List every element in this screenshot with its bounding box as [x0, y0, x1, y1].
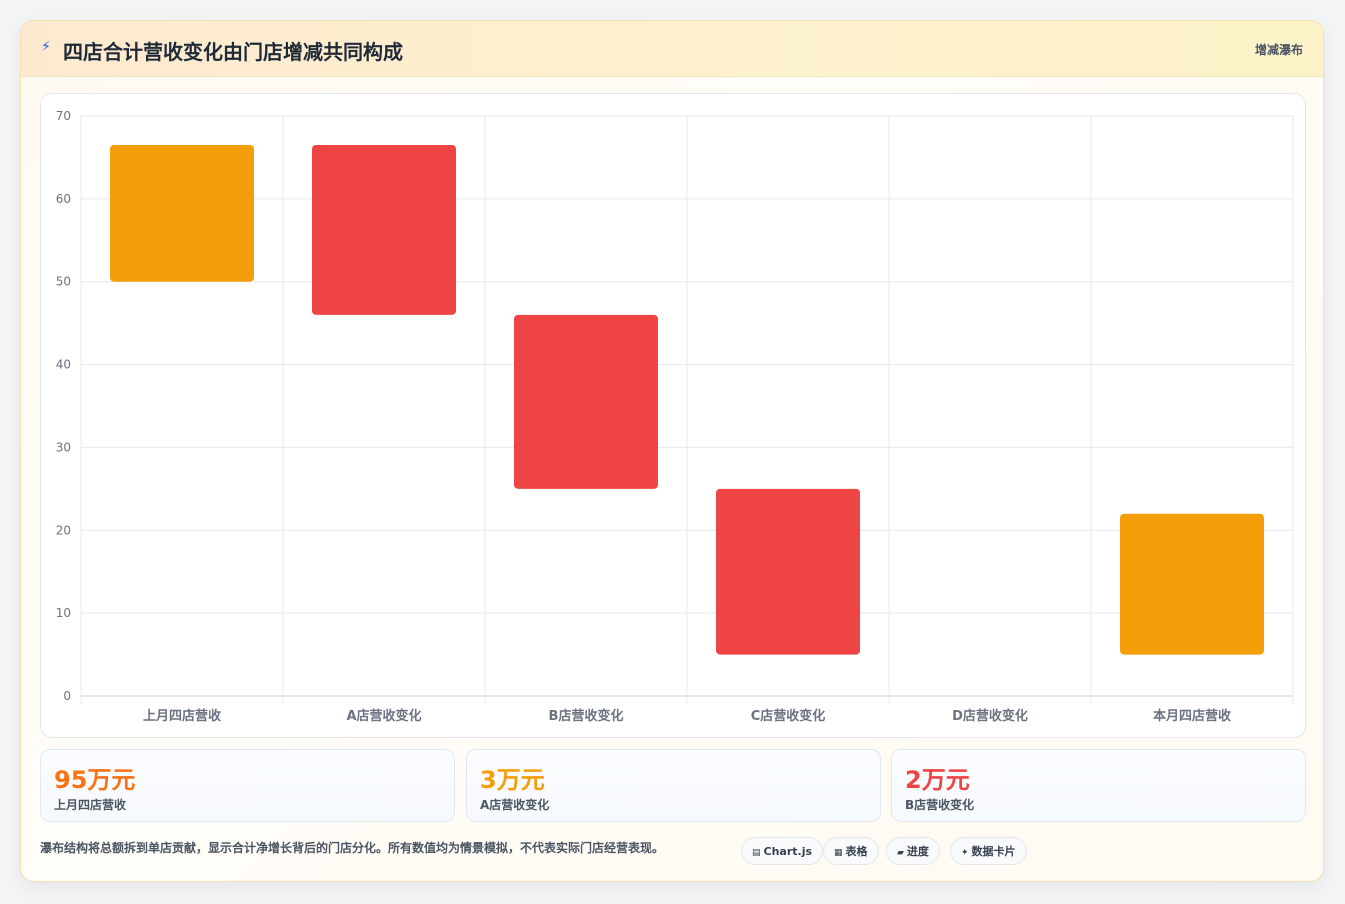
pill-label: Chart.js [763, 845, 813, 858]
y-tick-label: 20 [56, 523, 71, 537]
x-tick-label: A店营收变化 [346, 708, 421, 724]
x-tick-label: D店营收变化 [952, 708, 1028, 724]
bar [312, 145, 456, 315]
stat-label: B店营收变化 [905, 798, 975, 812]
stat-value: 95万元 [54, 766, 136, 794]
stat-label: A店营收变化 [480, 798, 550, 812]
y-tick-label: 60 [56, 192, 71, 206]
card-title: 四店合计营收变化由门店增减共同构成 [63, 40, 403, 64]
card-header: ⚡ 四店合计营收变化由门店增减共同构成 增减瀑布 [21, 21, 1323, 77]
stat-card-store-b: 2万元 B店营收变化 [891, 749, 1306, 822]
x-tick-label: 本月四店营收 [1153, 708, 1232, 724]
y-tick-label: 70 [56, 109, 71, 123]
sparkle-icon: ✦ [961, 848, 969, 858]
y-tick-label: 50 [56, 275, 71, 289]
bar [514, 314, 658, 489]
y-tick-label: 0 [63, 689, 71, 703]
bolt-icon: ⚡ [41, 39, 51, 55]
chart-card: ⚡ 四店合计营收变化由门店增减共同构成 增减瀑布 0 10 20 30 40 50 60 70… [20, 20, 1324, 882]
x-tick-label: 上月四店营收 [143, 708, 222, 724]
bar [110, 145, 254, 282]
stat-card-last-month: 95万元 上月四店营收 [40, 749, 455, 822]
pill-label: 进度 [906, 845, 929, 858]
bar [716, 488, 860, 655]
stat-value: 2万元 [905, 766, 970, 794]
stat-label: 上月四店营收 [54, 798, 127, 812]
stat-card-store-a: 3万元 A店营收变化 [466, 749, 881, 822]
pill-label: 表格 [845, 845, 868, 858]
progress-icon: ▰ [897, 848, 904, 858]
y-tick-label: 30 [56, 440, 71, 454]
bar [1120, 513, 1264, 655]
pill-data-card[interactable]: ✦ 数据卡片 [950, 837, 1027, 865]
pill-chartjs[interactable]: ▤ Chart.js [741, 837, 824, 865]
pill-label: 数据卡片 [971, 845, 1016, 858]
table-icon: ▦ [834, 848, 843, 858]
pill-table[interactable]: ▦ 表格 [823, 837, 879, 865]
x-tick-label: C店营收变化 [751, 708, 826, 724]
waterfall-chart: 0 10 20 30 40 50 60 70 上月四店营收 A店营收变化 B店营收变化 C店营收变化 D… [56, 109, 1294, 724]
chart-type-tag: 增减瀑布 [1254, 43, 1303, 57]
pill-progress[interactable]: ▰ 进度 [886, 837, 940, 865]
x-tick-label: B店营收变化 [549, 708, 624, 724]
chart-icon: ▤ [752, 848, 761, 858]
footnote: 瀑布结构将总额拆到单店贡献，显示合计净增长背后的门店分化。所有数值均为情景模拟，… [40, 841, 665, 855]
stat-value: 3万元 [480, 766, 545, 794]
y-tick-label: 10 [56, 606, 71, 620]
y-tick-label: 40 [56, 358, 71, 372]
chart-area: 0 10 20 30 40 50 60 70 上月四店营收 A店营收变化 B店营收变化 C店营收变化 D… [40, 93, 1306, 738]
